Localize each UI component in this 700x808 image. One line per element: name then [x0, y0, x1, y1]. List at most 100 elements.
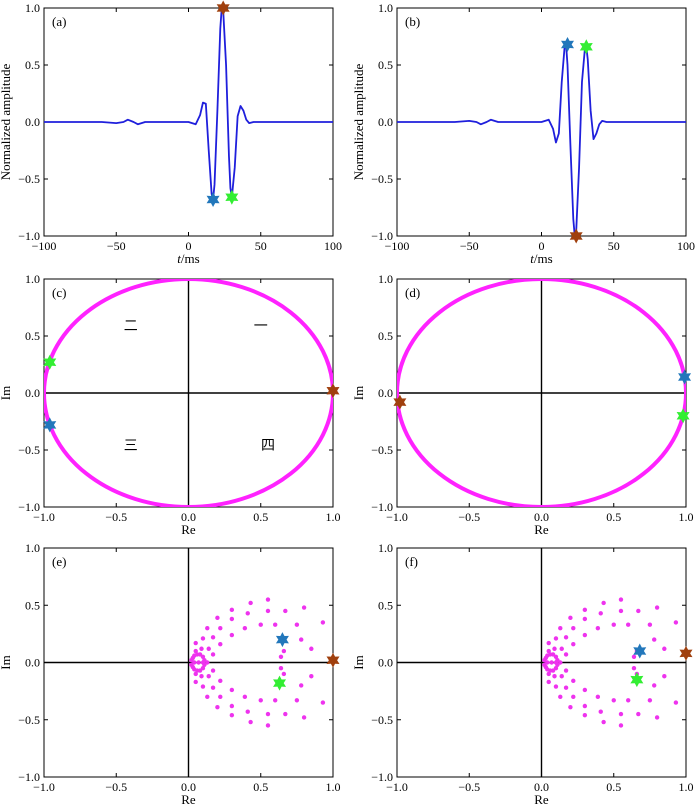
- plot-area: [397, 43, 686, 236]
- x-tick-label: 0: [539, 239, 545, 253]
- star-marker-brown: [216, 0, 230, 16]
- y-tick-label: 1.0: [25, 541, 40, 555]
- scatter-point: [582, 607, 588, 613]
- scatter-point: [571, 694, 576, 700]
- scatter-point: [299, 637, 304, 642]
- y-tick-label: 1.0: [378, 541, 393, 555]
- x-axis-label: Re: [181, 792, 196, 807]
- scatter-point: [552, 646, 557, 651]
- x-tick-label: −0.5: [105, 780, 127, 794]
- star-marker-blue: [633, 643, 647, 659]
- scatter-point: [568, 615, 573, 621]
- scatter-point: [571, 678, 576, 684]
- x-tick-label: −0.5: [458, 510, 480, 524]
- scatter-point: [196, 660, 201, 665]
- y-tick-label: 1.0: [25, 1, 40, 15]
- scatter-point: [598, 611, 603, 616]
- x-axis-label-italic: t: [530, 251, 534, 266]
- scatter-point: [546, 640, 551, 646]
- panel-label: (a): [52, 14, 66, 29]
- scatter-point: [200, 636, 206, 641]
- y-tick-label: 0.0: [25, 115, 40, 129]
- scatter-point: [636, 608, 641, 614]
- scatter-point: [631, 666, 637, 671]
- scatter-point: [281, 648, 287, 654]
- scatter-point: [218, 641, 223, 647]
- scatter-point: [294, 622, 300, 627]
- scatter-point: [636, 711, 641, 717]
- star-marker-brown: [326, 383, 340, 399]
- panel-c: −1.0 −0.5 0.0 0.5 1.0 −1.0 −0.5 0.0 0.5 1.0 Re Im (c…: [0, 272, 341, 537]
- scatter-point: [199, 646, 204, 651]
- y-axis-label: Normalized amplitude: [0, 63, 13, 180]
- scatter-point: [662, 646, 667, 651]
- scatter-point: [242, 625, 248, 631]
- scatter-point: [582, 712, 588, 718]
- scatter-point: [563, 652, 569, 657]
- x-tick-label: 0.5: [253, 510, 268, 524]
- scatter-point: [563, 635, 569, 640]
- scatter-point: [229, 616, 235, 622]
- scatter-point: [618, 608, 624, 614]
- y-tick-label: 0.0: [378, 386, 393, 400]
- x-tick-label: −1.0: [33, 780, 55, 794]
- scatter-point: [229, 632, 235, 638]
- y-tick-label: 1.0: [25, 272, 40, 286]
- star-marker-green: [630, 672, 644, 688]
- scatter-point: [601, 600, 606, 606]
- scatter-point: [283, 608, 288, 614]
- scatter-point: [265, 723, 271, 728]
- y-axis-label: Im: [0, 386, 13, 400]
- panel-d: −1.0 −0.5 0.0 0.5 1.0 −1.0 −0.5 0.0 0.5 1.0 Re Im (d…: [351, 272, 694, 537]
- scatter-point: [258, 698, 263, 703]
- scatter-point: [654, 715, 660, 720]
- scatter-point: [598, 709, 603, 714]
- star-marker-brown: [393, 394, 407, 410]
- scatter-point: [559, 646, 564, 651]
- scatter-point: [200, 684, 206, 689]
- y-tick-label: −1.0: [371, 500, 393, 514]
- x-tick-label: 0.5: [253, 780, 268, 794]
- scatter-point: [553, 636, 559, 641]
- x-tick-label: −50: [107, 239, 126, 253]
- plot-area: [397, 279, 686, 507]
- y-axis-label: Im: [0, 655, 13, 669]
- scatter-point: [618, 723, 624, 728]
- scatter-point: [206, 646, 211, 651]
- star-marker-blue: [43, 417, 57, 433]
- star-marker-green: [579, 39, 593, 55]
- scatter-point: [320, 700, 326, 705]
- scatter-point: [229, 607, 235, 613]
- x-axis-label: t/ms: [177, 251, 199, 266]
- scatter-point: [309, 646, 314, 651]
- x-tick-label: −50: [460, 239, 479, 253]
- y-axis-label: Im: [351, 386, 366, 400]
- y-tick-label: 0.5: [378, 598, 393, 612]
- star-marker-brown: [679, 645, 693, 661]
- x-tick-label: 0.5: [606, 510, 621, 524]
- x-tick-label: 100: [324, 239, 342, 253]
- scatter-point: [294, 698, 300, 703]
- scatter-point: [309, 674, 314, 679]
- scatter-point: [647, 622, 653, 627]
- scatter-point: [281, 671, 287, 677]
- y-tick-label: −1.0: [371, 229, 393, 243]
- panel-label: (d): [405, 285, 420, 300]
- scatter-point: [558, 694, 563, 700]
- y-tick-label: 0.0: [378, 115, 393, 129]
- scatter-point: [546, 679, 551, 685]
- x-tick-label: 0.0: [181, 780, 196, 794]
- scatter-point: [215, 615, 220, 621]
- star-marker-blue: [678, 369, 692, 385]
- scatter-point: [229, 687, 235, 693]
- plot-area: [44, 279, 333, 507]
- scatter-point: [595, 694, 601, 700]
- scatter-point: [200, 660, 206, 665]
- scatter-point: [215, 704, 220, 710]
- scatter-point: [193, 640, 198, 646]
- x-tick-label: 1.0: [326, 780, 341, 794]
- panel-a: −100 −50 0 50 100 −1.0 −0.5 0.0 0.5 1.0 t/ms Normal…: [0, 0, 342, 266]
- plot-area: [44, 548, 333, 777]
- y-tick-label: 0.0: [25, 656, 40, 670]
- panel-label: (c): [52, 285, 66, 300]
